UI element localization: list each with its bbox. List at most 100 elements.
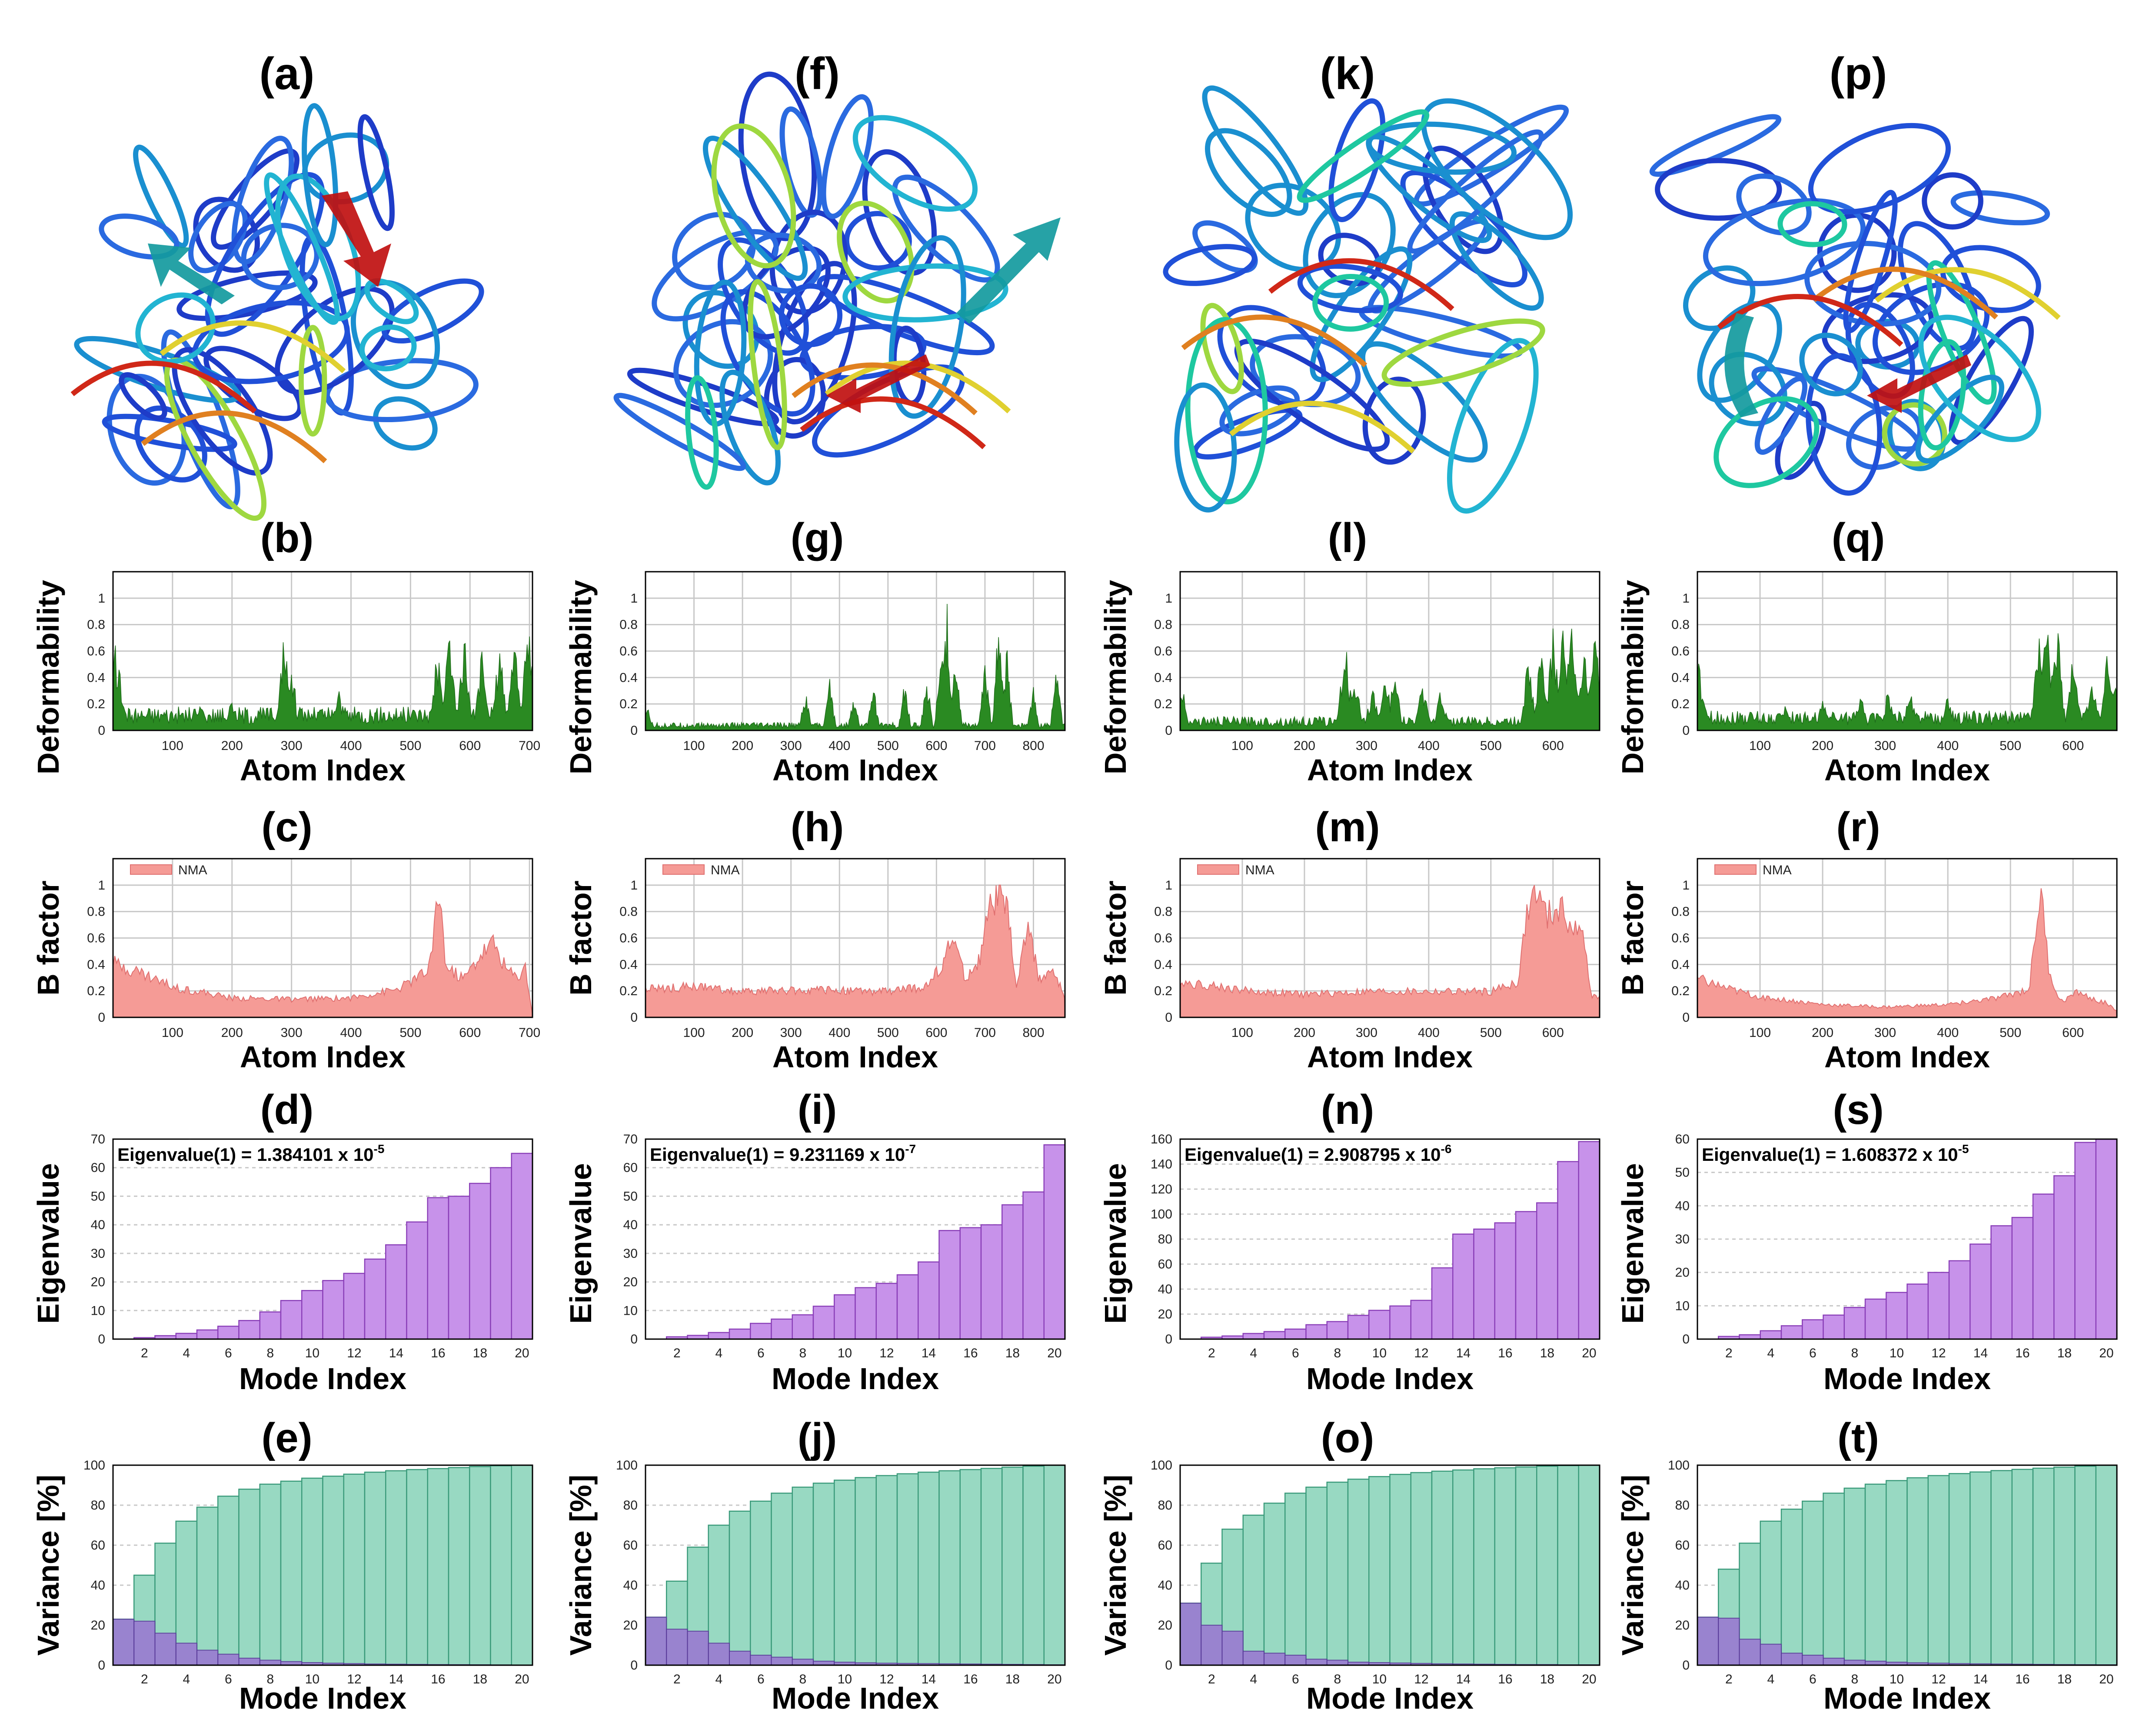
y-axis-label: B factor xyxy=(1616,880,1650,995)
eigenvalue-bar xyxy=(1864,1298,1887,1340)
y-tick-label: 0 xyxy=(1682,723,1690,738)
eigenvalue-bar xyxy=(1990,1225,2013,1340)
panel-label: (s) xyxy=(1833,1086,1883,1133)
x-tick-label: 18 xyxy=(473,1346,487,1360)
eigenvalue-bar xyxy=(1494,1222,1517,1340)
bfactor-area xyxy=(645,884,1066,1018)
panel-label: (a) xyxy=(259,49,314,99)
eigenvalue-bar xyxy=(1305,1324,1328,1340)
protein-coil xyxy=(1422,146,1504,254)
x-tick-label: 4 xyxy=(1250,1346,1258,1360)
y-axis-label: Eigenvalue xyxy=(564,1163,598,1324)
x-tick-label: 14 xyxy=(1973,1672,1988,1686)
protein-loop xyxy=(160,320,346,373)
y-axis-label: B factor xyxy=(1098,880,1132,995)
y-tick-label: 100 xyxy=(616,1458,638,1473)
x-tick-label: 500 xyxy=(1480,739,1502,753)
protein-coil xyxy=(176,270,318,321)
protein-coil xyxy=(1950,190,2050,226)
individual-variance-bar xyxy=(1201,1625,1223,1666)
y-axis-label: Variance [%] xyxy=(564,1475,598,1656)
x-tick-label: 400 xyxy=(1937,1026,1959,1040)
protein-coil xyxy=(1922,172,1983,230)
y-tick-label: 0.6 xyxy=(1154,931,1172,946)
y-tick-label: 1 xyxy=(1165,591,1172,606)
x-tick-label: 20 xyxy=(1047,1672,1061,1686)
y-tick-label: 60 xyxy=(1158,1257,1172,1272)
individual-variance-bar xyxy=(217,1653,240,1666)
eigenvalue-annotation: Eigenvalue(1) = 9.231169 x 10-7 xyxy=(650,1142,916,1165)
x-tick-label: 16 xyxy=(2015,1672,2030,1686)
protein-coil xyxy=(1918,339,1966,451)
deformability-chart: (q) 0 0.2 0.4 0.6 0.8 1 100 200 300 400 500 600 Defor… xyxy=(1616,515,2118,787)
y-tick-label: 40 xyxy=(91,1578,105,1593)
x-tick-label: 4 xyxy=(715,1672,723,1686)
protein-coil xyxy=(1366,134,1492,243)
y-tick-label: 0 xyxy=(1165,1658,1172,1673)
y-tick-label: 40 xyxy=(1158,1282,1172,1296)
individual-variance-bar xyxy=(238,1657,260,1666)
y-tick-label: 20 xyxy=(91,1618,105,1633)
eigenvalue-bar xyxy=(1001,1204,1024,1340)
x-axis-label: Mode Index xyxy=(772,1681,939,1713)
y-tick-label: 40 xyxy=(1675,1578,1690,1593)
protein-coil xyxy=(1799,333,1863,397)
protein-coil xyxy=(748,279,787,450)
eigenvalue-bar xyxy=(406,1221,428,1340)
y-tick-label: 60 xyxy=(1675,1132,1690,1146)
eigenvalue-bar xyxy=(1802,1319,1824,1340)
protein-coil xyxy=(275,286,395,395)
deformability-area xyxy=(113,636,533,731)
eigenvalue-bar xyxy=(196,1329,219,1340)
individual-variance-bar xyxy=(666,1629,688,1666)
y-tick-label: 0.4 xyxy=(1671,670,1690,685)
cumulative-variance-bar xyxy=(708,1524,730,1666)
eigenvalue-bar xyxy=(2074,1142,2096,1340)
y-tick-label: 20 xyxy=(1675,1266,1690,1280)
protein-coil xyxy=(1754,376,1808,455)
cumulative-variance-bar xyxy=(1452,1469,1474,1666)
x-axis-label: Mode Index xyxy=(1306,1681,1474,1713)
x-tick-label: 12 xyxy=(1931,1672,1946,1686)
y-tick-label: 30 xyxy=(91,1246,105,1261)
x-tick-label: 10 xyxy=(305,1346,319,1360)
y-tick-label: 50 xyxy=(1675,1166,1690,1180)
eigenvalue-bar xyxy=(980,1224,1003,1340)
legend-label: NMA xyxy=(178,863,207,877)
plot-frame xyxy=(112,571,533,731)
individual-variance-bar xyxy=(1760,1643,1782,1666)
eigenvalue-bar xyxy=(1886,1292,1908,1340)
annotation-exponent: -7 xyxy=(905,1142,916,1156)
panel-label: (i) xyxy=(798,1086,837,1133)
deformability-area xyxy=(1180,628,1600,731)
eigenvalue-bar xyxy=(2095,1138,2118,1340)
protein-coil xyxy=(719,370,781,486)
x-tick-label: 8 xyxy=(1334,1672,1341,1686)
individual-variance-bar xyxy=(1242,1650,1264,1666)
x-axis-label: Mode Index xyxy=(239,1362,406,1396)
eigenvalue-bar xyxy=(2011,1216,2034,1340)
x-tick-label: 2 xyxy=(141,1672,148,1686)
y-axis-label: Deformability xyxy=(564,580,598,774)
eigenvalue-bar xyxy=(322,1280,344,1340)
y-axis-label: Deformability xyxy=(1616,580,1650,774)
protein-loop xyxy=(1181,314,1367,367)
y-axis-label: B factor xyxy=(564,880,598,995)
x-tick-label: 20 xyxy=(1582,1672,1596,1686)
panel-label: (t) xyxy=(1837,1415,1879,1461)
x-tick-label: 6 xyxy=(1292,1346,1299,1360)
eigenvalue-bar xyxy=(1284,1328,1307,1340)
legend-swatch xyxy=(1197,864,1239,875)
cumulative-variance-bar xyxy=(1410,1472,1433,1666)
y-tick-label: 0.4 xyxy=(619,957,638,972)
y-tick-label: 140 xyxy=(1151,1157,1172,1172)
x-tick-label: 100 xyxy=(1749,739,1771,753)
individual-variance-bar xyxy=(1284,1655,1307,1666)
variance-chart: (e) 0 20 40 60 80 100 2 4 6 8 10 12 14 16 18 20 Variance … xyxy=(31,1415,533,1713)
x-tick-label: 2 xyxy=(1725,1672,1733,1686)
x-tick-label: 200 xyxy=(1294,739,1315,753)
y-tick-label: 0.6 xyxy=(1671,931,1690,946)
protein-coil xyxy=(1655,158,1782,221)
x-tick-label: 400 xyxy=(1418,1026,1440,1040)
